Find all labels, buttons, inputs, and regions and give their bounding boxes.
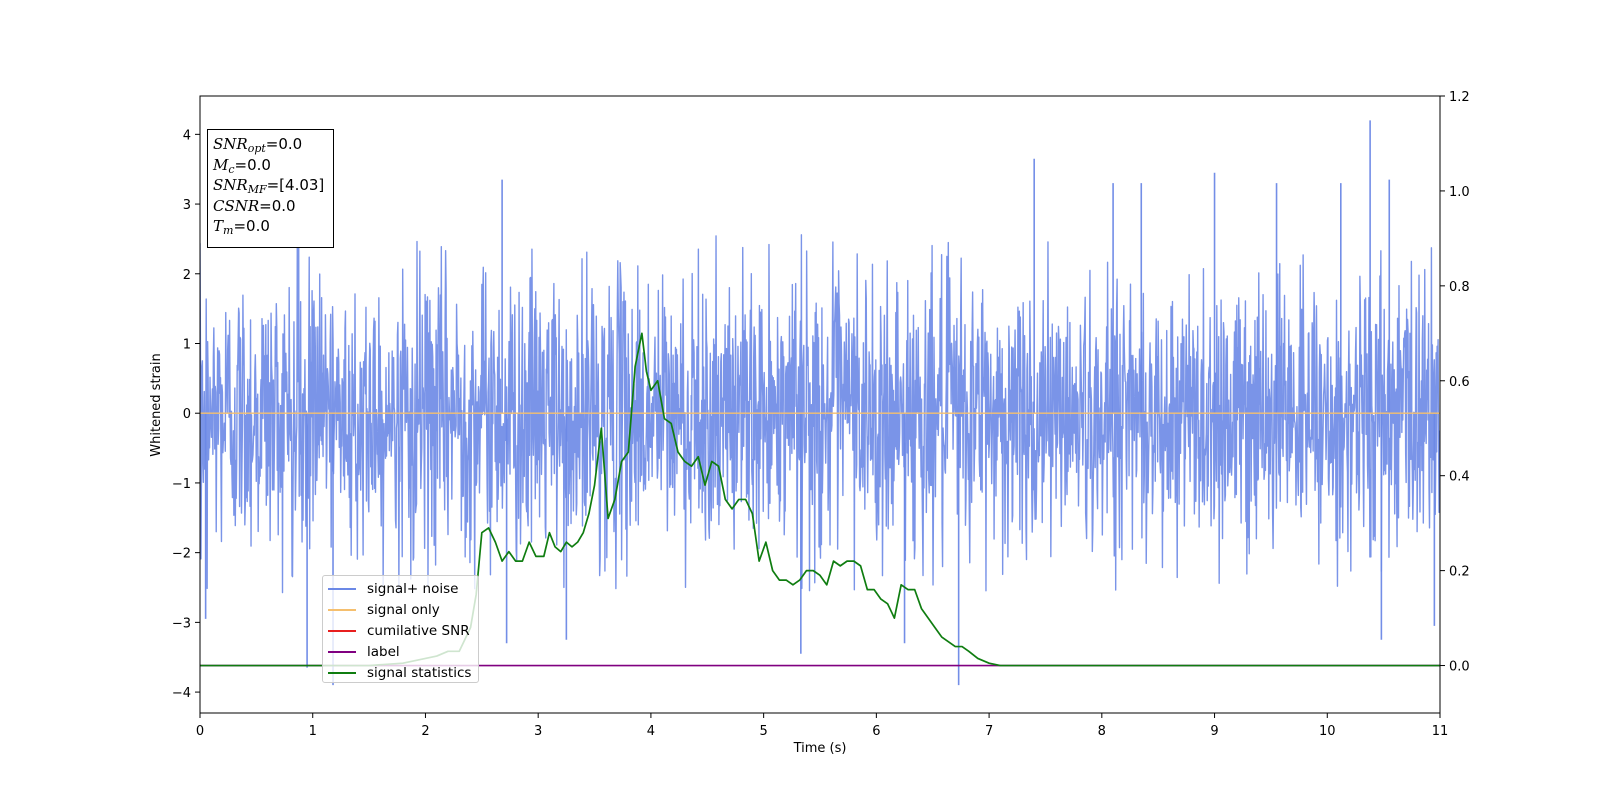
y-tick-label: −3 <box>172 616 191 631</box>
x-tick-label: 0 <box>196 724 204 739</box>
noise-peaks <box>204 120 1436 686</box>
stats-annotation-box: SNRopt=0.0 Mc=0.0 SNRMF=[4.03] CSNR=0.0 … <box>207 129 334 248</box>
x-tick-label: 7 <box>985 724 993 739</box>
stat-mc: Mc=0.0 <box>213 155 271 176</box>
y2-tick-label: 0.4 <box>1449 470 1470 485</box>
legend-label: signal+ noise <box>367 581 459 598</box>
y2-tick-label: 1.2 <box>1449 90 1470 105</box>
legend-item-signal-only: signal only <box>328 600 478 621</box>
y2-tick-label: 1.0 <box>1449 185 1470 200</box>
legend-item-label: label <box>328 641 478 662</box>
x-tick-label: 6 <box>872 724 880 739</box>
x-tick-label: 4 <box>647 724 655 739</box>
legend-swatch <box>328 629 356 632</box>
legend-swatch <box>328 588 356 591</box>
y2-tick-label: 0.6 <box>1449 375 1470 390</box>
x-tick-label: 8 <box>1098 724 1106 739</box>
legend-label: cumilative SNR <box>367 622 470 639</box>
legend-item-signal-statistics: signal statistics <box>328 662 478 683</box>
y-tick-label: −4 <box>172 686 191 701</box>
series-signal-statistics-line <box>200 332 1440 667</box>
x-tick-label: 9 <box>1210 724 1218 739</box>
x-tick-label: 5 <box>759 724 767 739</box>
plot-frame <box>199 95 1441 714</box>
legend-label: label <box>367 643 400 660</box>
y-tick-label: 3 <box>183 198 191 213</box>
x-axis-ticks: 0 1 2 3 4 5 6 7 8 9 10 11 <box>196 713 1448 739</box>
legend: signal+ noise signal only cumilative SNR… <box>322 575 479 683</box>
plot-area <box>200 120 1440 686</box>
x-tick-label: 2 <box>421 724 429 739</box>
x-tick-label: 10 <box>1319 724 1336 739</box>
legend-label: signal only <box>367 602 440 619</box>
y-tick-label: 4 <box>183 128 191 143</box>
x-tick-label: 1 <box>309 724 317 739</box>
legend-item-signal-noise: signal+ noise <box>328 579 478 600</box>
legend-label: signal statistics <box>367 664 472 681</box>
stat-snr-opt: SNRopt=0.0 <box>213 135 303 155</box>
y-tick-label: 1 <box>183 337 191 352</box>
y2-axis-ticks: 1.2 1.0 0.8 0.6 0.4 0.2 0.0 <box>1440 90 1470 675</box>
legend-swatch <box>328 671 356 674</box>
x-axis-label: Time (s) <box>793 741 847 756</box>
legend-swatch <box>328 650 356 653</box>
x-tick-label: 11 <box>1432 724 1449 739</box>
y-tick-label: −1 <box>172 477 191 492</box>
legend-swatch <box>328 609 356 612</box>
stat-snr-mf: SNRMF=[4.03] <box>213 176 325 196</box>
stat-tm: Tm=0.0 <box>213 217 270 237</box>
y2-tick-label: 0.8 <box>1449 280 1470 295</box>
series-signal-noise-line <box>200 234 1440 595</box>
y-tick-label: 2 <box>183 268 191 283</box>
y-tick-label: 0 <box>183 407 191 422</box>
y2-tick-label: 0.2 <box>1449 565 1470 580</box>
y2-tick-label: 0.0 <box>1449 660 1470 675</box>
y-tick-label: −2 <box>172 547 191 562</box>
stat-csnr: CSNR=0.0 <box>213 196 296 215</box>
x-tick-label: 3 <box>534 724 542 739</box>
y-axis-ticks: 4 3 2 1 0 −1 −2 −3 −4 <box>172 128 200 701</box>
legend-item-cumilative-snr: cumilative SNR <box>328 621 478 642</box>
y-axis-label: Whitened strain <box>149 353 164 456</box>
